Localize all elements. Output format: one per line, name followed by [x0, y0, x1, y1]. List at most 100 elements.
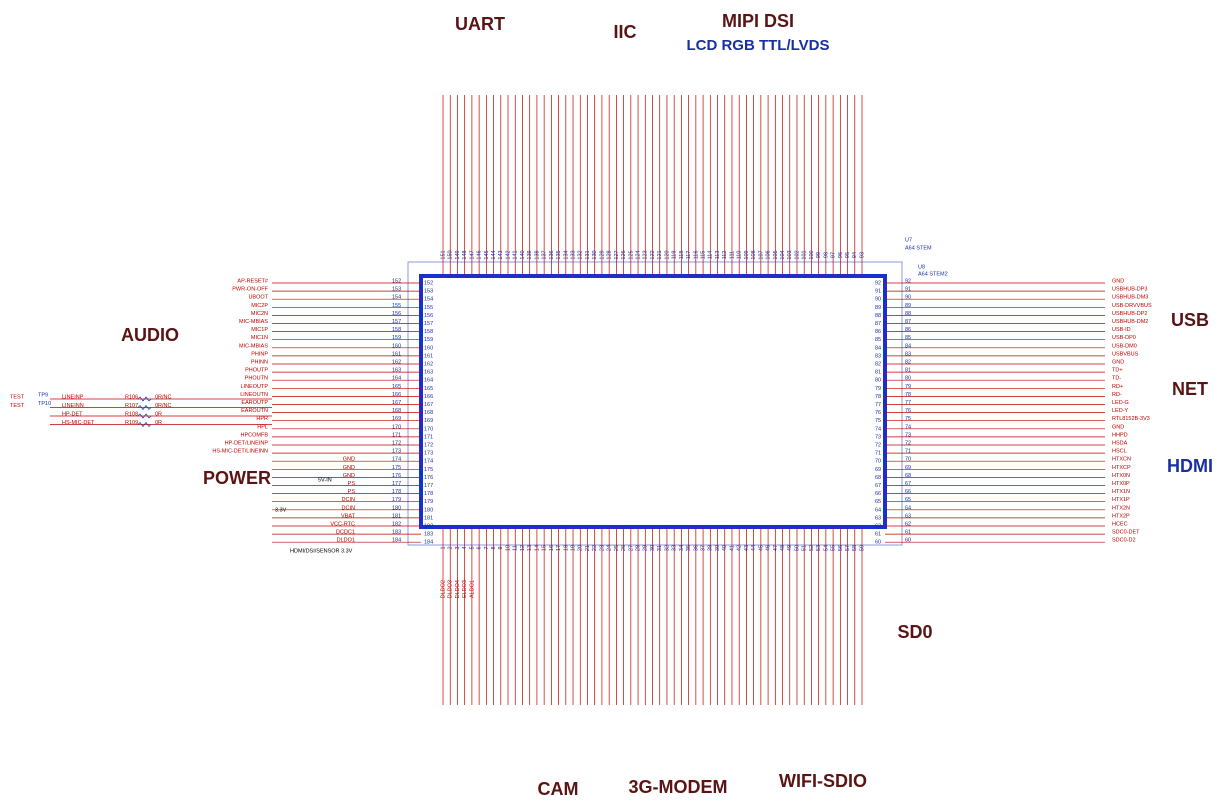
net-label: USBHUB-DM2	[1112, 319, 1148, 325]
pin-number: 9	[498, 546, 504, 549]
pin-number: 154	[424, 297, 433, 303]
pin-number: 77	[905, 400, 911, 406]
pin-number: 111	[729, 251, 735, 259]
pin-number: 169	[392, 416, 401, 422]
pin-number: 90	[905, 295, 911, 301]
net-label: VCC-RTC	[330, 521, 355, 527]
pin-number: 92	[875, 280, 881, 286]
net-label: PS	[348, 481, 356, 487]
pin-number: 15	[542, 545, 548, 551]
pin-number: 162	[424, 361, 433, 367]
pin-number: 155	[424, 305, 433, 311]
pin-number: 109	[744, 250, 750, 259]
net-label: MIC2N	[251, 311, 268, 317]
net-label: DCIN	[342, 505, 355, 511]
pin-number: 39	[715, 545, 721, 551]
pin-number: 98	[823, 252, 829, 258]
pin-number: 7	[484, 546, 490, 549]
power-note: 5V-IN	[318, 477, 332, 483]
pin-number: 83	[875, 353, 881, 359]
pin-number: 176	[424, 475, 433, 481]
net-label: USB-DP0	[1112, 335, 1136, 341]
pin-number: 57	[845, 545, 851, 551]
pin-number: 43	[744, 545, 750, 551]
pin-number: 165	[424, 386, 433, 392]
test-label: TEST	[10, 394, 25, 400]
pin-number: 140	[520, 250, 526, 259]
net-label: GND	[1112, 424, 1124, 430]
pin-number: 48	[780, 545, 786, 551]
pin-number: 65	[875, 499, 881, 505]
resistor: R109	[125, 420, 138, 426]
pin-number: 60	[905, 538, 911, 544]
net-label: GND	[343, 473, 355, 479]
pin-number: 4	[462, 546, 468, 549]
pin-number: 174	[424, 459, 433, 465]
pin-number: 11	[513, 545, 519, 551]
pin-number: 92	[905, 278, 911, 284]
section-label: POWER	[203, 468, 271, 488]
pin-number: 128	[607, 250, 613, 259]
net-label: PHINP	[251, 351, 268, 357]
section-label: HDMI	[1167, 456, 1213, 476]
pin-number: 160	[392, 343, 401, 349]
pin-number: 60	[875, 540, 881, 546]
pin-number: 164	[392, 376, 401, 382]
pin-number: 63	[875, 515, 881, 521]
pin-number: 170	[392, 424, 401, 430]
pin-number: 103	[787, 250, 793, 259]
pin-number: 49	[787, 545, 793, 551]
net-label: RD-	[1112, 392, 1122, 398]
chip-name: A64 STEM	[905, 245, 932, 251]
pin-number: 20	[578, 545, 584, 551]
pin-number: 13	[527, 545, 533, 551]
pin-number: 150	[448, 250, 454, 259]
test-point: TP9	[38, 392, 48, 398]
pin-number: 29	[643, 545, 649, 551]
pin-number: 95	[845, 252, 851, 258]
net-label: RTL8152B-3V3	[1112, 416, 1150, 422]
net-label: UBOOT	[248, 295, 268, 301]
pin-number: 40	[722, 545, 728, 551]
pin-number: 50	[794, 545, 800, 551]
resistor: R108	[125, 411, 138, 417]
net-label: PS	[348, 489, 356, 495]
pin-number: 174	[392, 457, 401, 463]
pin-number: 44	[751, 545, 757, 551]
net-label: GND	[1112, 278, 1124, 284]
pin-number: 31	[657, 545, 663, 551]
chip-ref: U8	[918, 264, 925, 270]
resistor-symbol	[137, 421, 152, 428]
pin-number: 161	[424, 353, 433, 359]
pin-number: 24	[607, 545, 613, 551]
pin-number: 108	[751, 250, 757, 259]
pin-number: 144	[491, 250, 497, 259]
net-label: HSCL	[1112, 449, 1127, 455]
pin-number: 32	[664, 545, 670, 551]
pin-number: 94	[852, 252, 858, 258]
net-label: SDC0-D2	[1112, 538, 1136, 544]
pin-number: 113	[715, 251, 721, 260]
net-label: ALDO1	[469, 580, 475, 598]
pin-number: 97	[831, 252, 837, 258]
pin-number: 76	[875, 410, 881, 416]
pin-number: 131	[585, 250, 591, 259]
pin-number: 80	[905, 376, 911, 382]
pin-number: 41	[729, 545, 735, 551]
pin-number: 25	[614, 545, 620, 551]
pin-number: 72	[875, 442, 881, 448]
pin-number: 164	[424, 378, 433, 384]
pin-number: 129	[599, 250, 605, 259]
pin-number: 23	[599, 545, 605, 551]
pin-number: 91	[875, 289, 881, 295]
pin-number: 133	[570, 250, 576, 259]
resistor-value: 0R/NC	[155, 403, 172, 409]
pin-number: 33	[672, 545, 678, 551]
net-label: TD-	[1112, 376, 1121, 382]
net-label: USBVBUS	[1112, 351, 1139, 357]
net-label: LED-G	[1112, 400, 1129, 406]
pin-number: 107	[758, 250, 764, 259]
pin-number: 106	[766, 250, 772, 259]
pin-number: 18	[563, 545, 569, 551]
